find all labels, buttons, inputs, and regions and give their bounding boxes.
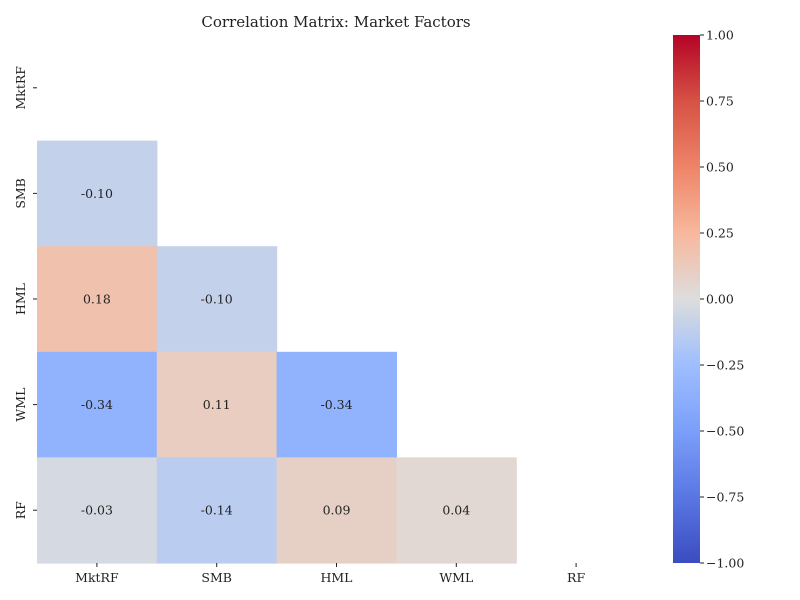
y-tick-label: WML xyxy=(13,388,28,422)
chart-title: Correlation Matrix: Market Factors xyxy=(201,13,470,31)
x-tick-label: WML xyxy=(439,570,473,585)
colorbar-tick-label: −1.00 xyxy=(706,556,744,571)
x-tick-label: MktRF xyxy=(75,570,119,585)
heatmap-cell xyxy=(37,457,158,564)
colorbar-gradient xyxy=(673,35,700,563)
heatmap-cell xyxy=(276,351,397,458)
cell-value-label: -0.03 xyxy=(81,503,113,518)
heatmap-cell xyxy=(37,351,158,458)
colorbar-tick-label: −0.50 xyxy=(706,424,744,439)
cell-value-label: -0.34 xyxy=(81,397,113,412)
colorbar-tick-label: −0.75 xyxy=(706,490,744,505)
y-axis-tick-labels: MktRF SMB HML WML RF xyxy=(13,66,37,519)
y-tick-label: MktRF xyxy=(13,66,28,110)
y-tick-label: HML xyxy=(13,283,28,315)
heatmap-cell xyxy=(396,457,517,564)
y-tick-label: SMB xyxy=(13,178,28,209)
heatmap-cell xyxy=(156,246,278,353)
colorbar-tick-label: 0.25 xyxy=(706,226,734,241)
x-axis-tick-labels: MktRF SMB HML WML RF xyxy=(75,563,585,585)
y-tick-label: RF xyxy=(13,501,28,519)
cell-value-label: -0.10 xyxy=(81,186,113,201)
colorbar-tick-label: 1.00 xyxy=(706,28,734,43)
colorbar-tick-label: 0.75 xyxy=(706,94,734,109)
colorbar-tick-label: −0.25 xyxy=(706,358,744,373)
cell-value-label: 0.11 xyxy=(203,397,231,412)
colorbar: 1.00 0.75 0.50 0.25 0.00 −0.25 −0.50 −0.75 −1.00 xyxy=(673,28,744,571)
heatmap-cell xyxy=(37,246,158,353)
x-tick-label: SMB xyxy=(201,570,232,585)
heatmap-cell xyxy=(156,457,278,564)
colorbar-tick-label: 0.00 xyxy=(706,292,734,307)
cell-value-label: -0.14 xyxy=(201,503,233,518)
colorbar-tick-label: 0.50 xyxy=(706,160,734,175)
cell-value-label: -0.34 xyxy=(320,397,352,412)
heatmap-cell xyxy=(156,351,278,458)
cell-value-label: -0.10 xyxy=(201,292,233,307)
colorbar-ticks: 1.00 0.75 0.50 0.25 0.00 −0.25 −0.50 −0.75 −1.00 xyxy=(700,28,744,571)
x-tick-label: HML xyxy=(320,570,352,585)
heatmap-cell xyxy=(37,140,158,247)
cell-value-label: 0.04 xyxy=(442,503,470,518)
x-tick-label: RF xyxy=(567,570,585,585)
cell-value-label: 0.18 xyxy=(83,292,111,307)
heatmap-cell xyxy=(276,457,397,564)
cell-value-label: 0.09 xyxy=(323,503,351,518)
heatmap-cells: -0.10 0.18 -0.10 -0.34 0.11 -0.34 -0.03 -0.14 0.… xyxy=(37,140,517,564)
